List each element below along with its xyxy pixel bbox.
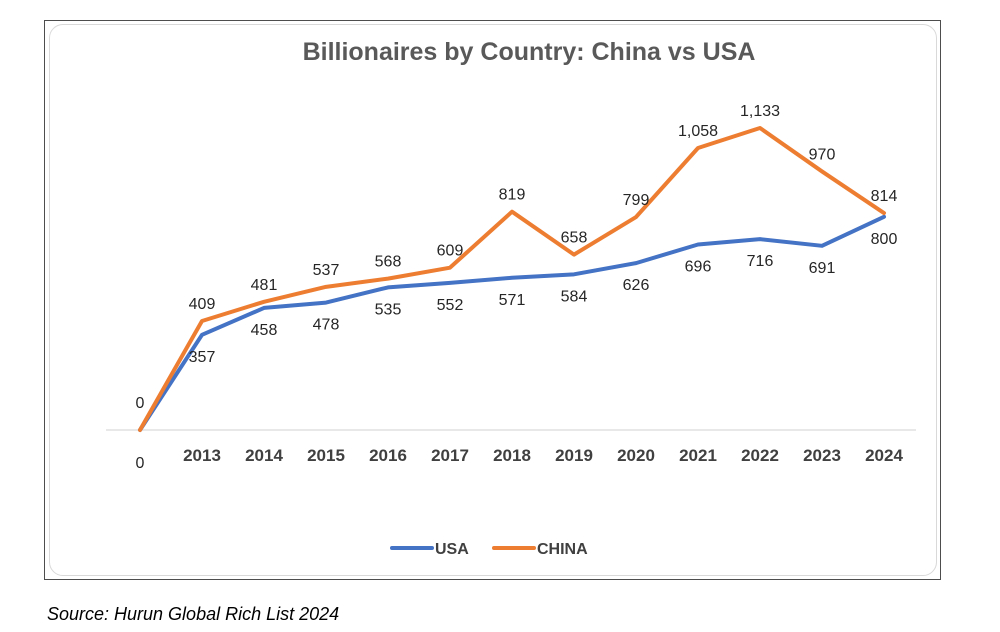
x-tick-label-2020: 2020 bbox=[617, 446, 655, 465]
x-axis-tick-labels: 2013 2014 2015 2016 2017 2018 2019 2020 2021 2022… bbox=[183, 446, 903, 465]
x-tick-label-2016: 2016 bbox=[369, 446, 407, 465]
data-label-china-2015: 537 bbox=[313, 262, 340, 279]
x-tick-label-2022: 2022 bbox=[741, 446, 779, 465]
data-label-china-2021: 1,058 bbox=[678, 123, 718, 140]
chart-title: Billionaires by Country: China vs USA bbox=[303, 38, 756, 66]
chart-area bbox=[49, 24, 937, 576]
data-label-usa-2024: 800 bbox=[871, 231, 898, 248]
data-label-usa-2018: 571 bbox=[499, 292, 526, 309]
chart-legend: USA CHINA bbox=[390, 541, 588, 558]
data-label-china-2018: 819 bbox=[499, 187, 526, 204]
data-label-usa-start: 0 bbox=[136, 395, 145, 412]
x-tick-label-2015: 2015 bbox=[307, 446, 345, 465]
source-note: Source: Hurun Global Rich List 2024 bbox=[47, 604, 340, 624]
legend-label-usa: USA bbox=[435, 541, 469, 558]
data-label-china-2019: 658 bbox=[561, 230, 588, 247]
x-tick-label-2021: 2021 bbox=[679, 446, 717, 465]
x-tick-label-2018: 2018 bbox=[493, 446, 531, 465]
data-label-usa-2016: 535 bbox=[375, 301, 402, 318]
data-label-usa-2021: 696 bbox=[685, 258, 712, 275]
data-label-usa-2022: 716 bbox=[747, 253, 774, 270]
chart-outer-frame bbox=[44, 20, 941, 580]
data-label-china-2017: 609 bbox=[437, 243, 464, 260]
x-tick-label-2017: 2017 bbox=[431, 446, 469, 465]
data-label-china-2022: 1,133 bbox=[740, 103, 780, 120]
data-label-china-start: 0 bbox=[136, 455, 145, 472]
data-label-china-2020: 799 bbox=[623, 192, 650, 209]
data-label-usa-2019: 584 bbox=[561, 288, 588, 305]
data-label-usa-2014: 458 bbox=[251, 322, 278, 339]
data-label-china-2013: 409 bbox=[189, 296, 216, 313]
data-label-usa-2020: 626 bbox=[623, 277, 650, 294]
x-tick-label-2019: 2019 bbox=[555, 446, 593, 465]
data-label-china-2016: 568 bbox=[375, 254, 402, 271]
series-line-china bbox=[138, 126, 886, 432]
x-tick-label-2023: 2023 bbox=[803, 446, 841, 465]
x-tick-label-2014: 2014 bbox=[245, 446, 283, 465]
series-line-usa bbox=[138, 214, 886, 432]
data-label-usa-2015: 478 bbox=[313, 317, 340, 334]
legend-label-china: CHINA bbox=[537, 541, 588, 558]
data-label-usa-2017: 552 bbox=[437, 297, 464, 314]
x-tick-label-2013: 2013 bbox=[183, 446, 221, 465]
data-label-usa-2023: 691 bbox=[809, 260, 836, 277]
data-label-china-2024: 814 bbox=[871, 188, 898, 205]
x-tick-label-2024: 2024 bbox=[865, 446, 903, 465]
series-lines bbox=[138, 126, 886, 432]
data-label-usa-2013: 357 bbox=[189, 349, 216, 366]
data-label-china-2023: 970 bbox=[809, 146, 836, 163]
data-labels: 0 0 357 409 458 481 478 537 535 568 552 609 571 819 58… bbox=[136, 103, 898, 472]
data-label-china-2014: 481 bbox=[251, 277, 278, 294]
